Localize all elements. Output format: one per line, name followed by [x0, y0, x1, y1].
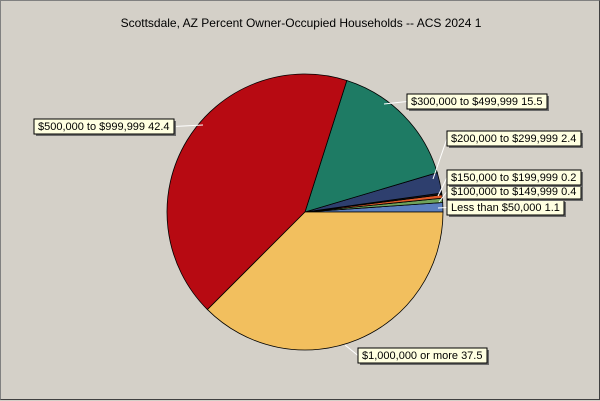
leader-lines: [173, 101, 448, 356]
pie-slice: [304, 79, 438, 213]
slice-label-text: $150,000 to $199,999 0.2: [451, 172, 576, 184]
slice-label-text: $200,000 to $299,999 2.4: [451, 133, 576, 145]
label-box: [406, 93, 548, 110]
slice-label: $1,000,000 or more 37.5: [357, 347, 489, 365]
leader-line: [383, 101, 408, 105]
slice-label: Less than $50,000 1.1: [446, 199, 566, 217]
slice-label: $100,000 to $149,999 0.4: [446, 183, 583, 201]
leader-line: [344, 344, 359, 356]
pie-slices: [166, 73, 444, 351]
label-box: [446, 169, 582, 186]
leader-line: [432, 138, 448, 180]
leader-line: [173, 124, 204, 127]
chart-title: Scottsdale, AZ Percent Owner-Occupied Ho…: [120, 16, 482, 30]
leader-line: [437, 207, 448, 209]
slice-label-text: $100,000 to $149,999 0.4: [451, 186, 576, 198]
label-box: [357, 347, 488, 364]
pie-slice: [166, 73, 348, 311]
slice-label-text: $500,000 to $999,999 42.4: [38, 121, 170, 133]
slice-labels: Less than $50,000 1.1 $100,000 to $149,99…: [33, 93, 583, 365]
label-box: [33, 118, 175, 135]
slice-label-text: $300,000 to $499,999 15.5: [411, 96, 543, 108]
pie-slice: [206, 211, 444, 351]
leader-line: [437, 177, 448, 197]
slice-label: $300,000 to $499,999 15.5: [406, 93, 549, 111]
slice-label: $200,000 to $299,999 2.4: [446, 130, 583, 148]
slice-label: $150,000 to $199,999 0.2: [446, 169, 583, 187]
leader-line: [438, 191, 448, 203]
slice-label-text: Less than $50,000 1.1: [451, 202, 560, 214]
slice-label: $500,000 to $999,999 42.4: [33, 118, 176, 136]
label-box: [446, 130, 582, 147]
slice-label-text: $1,000,000 or more 37.5: [362, 350, 482, 362]
